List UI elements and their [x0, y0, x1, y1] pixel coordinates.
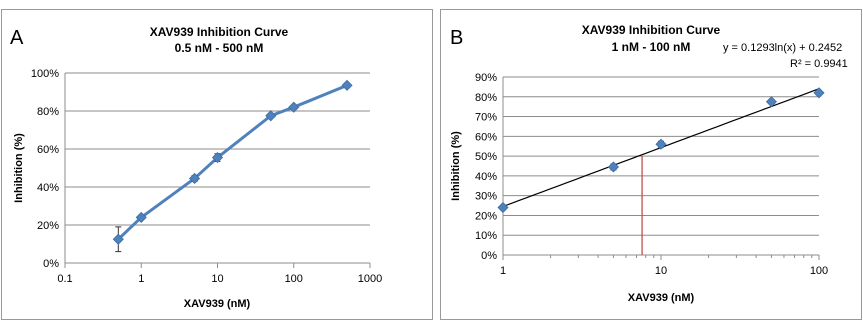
- x-tick-label: 1: [500, 265, 506, 277]
- y-tick-label: 90%: [475, 72, 497, 84]
- y-tick-label: 50%: [475, 151, 497, 163]
- data-point: [813, 87, 825, 99]
- x-tick-label: 10: [211, 273, 223, 285]
- y-tick-label: 80%: [37, 106, 59, 118]
- y-tick-label: 20%: [37, 220, 59, 232]
- panel-a-plot: 0% 20% 40% 60% 80% 100% 0.1 1 10 100 1000: [31, 68, 382, 285]
- panel-a-title: XAV939 Inhibition Curve: [150, 25, 289, 39]
- y-tick-label: 0%: [481, 250, 497, 262]
- panel-a-xlabel: XAV939 (nM): [184, 298, 251, 310]
- data-point: [341, 79, 353, 91]
- data-point: [288, 101, 300, 113]
- y-tick-label: 60%: [475, 131, 497, 143]
- y-tick-label: 0%: [43, 258, 59, 270]
- data-point: [765, 96, 778, 108]
- data-point: [112, 233, 124, 245]
- y-tick-label: 10%: [475, 230, 497, 242]
- x-tick-label: 1: [138, 273, 144, 285]
- data-point: [211, 151, 224, 164]
- panel-b-plot: 0% 10% 20% 30% 40% 50% 60% 70% 80% 90% 1 10 100: [475, 72, 828, 277]
- y-tick-label: 30%: [475, 191, 497, 203]
- panel-a-letter: A: [10, 27, 24, 49]
- x-tick-label: 10: [655, 265, 667, 277]
- panel-b-letter: B: [450, 27, 463, 49]
- y-tick-label: 40%: [475, 171, 497, 183]
- panel-b-subtitle: 1 nM - 100 nM: [612, 40, 691, 54]
- trendline-r-squared: R² = 0.9941: [790, 58, 848, 70]
- data-point: [497, 201, 509, 214]
- x-tick-label: 1000: [358, 273, 382, 285]
- data-point: [607, 161, 620, 173]
- panel-b-title: XAV939 Inhibition Curve: [582, 23, 721, 37]
- y-tick-label: 40%: [37, 182, 59, 194]
- panel-b-xlabel: XAV939 (nM): [628, 292, 695, 304]
- panel-b-frame: [440, 9, 862, 320]
- y-tick-label: 80%: [475, 92, 497, 104]
- data-point: [265, 110, 277, 122]
- y-tick-label: 20%: [475, 210, 497, 222]
- y-tick-label: 70%: [475, 112, 497, 124]
- y-tick-label: 60%: [37, 144, 59, 156]
- y-tick-label: 100%: [31, 68, 59, 80]
- x-tick-label: 0.1: [57, 273, 72, 285]
- panel-a-ylabel: Inhibition (%): [13, 133, 25, 203]
- x-tick-label: 100: [810, 265, 828, 277]
- trendline-equation: y = 0.1293ln(x) + 0.2452: [723, 42, 842, 54]
- data-point: [188, 172, 201, 185]
- panel-a-subtitle: 0.5 nM - 500 nM: [175, 41, 264, 55]
- data-point: [135, 211, 147, 223]
- data-point: [655, 138, 667, 150]
- panel-b-ylabel: Inhibition (%): [450, 131, 462, 201]
- x-tick-label: 100: [285, 273, 303, 285]
